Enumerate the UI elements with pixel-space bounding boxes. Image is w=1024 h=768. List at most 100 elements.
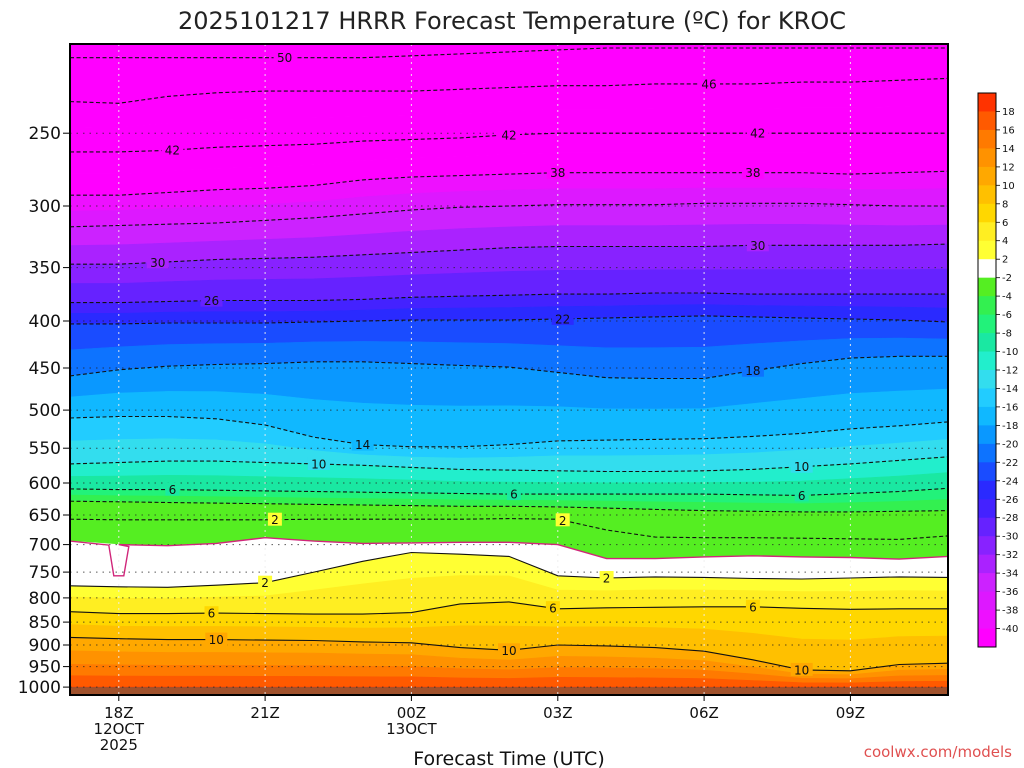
- isotherm-line: [70, 355, 948, 380]
- colorbar-swatch: [978, 148, 996, 168]
- isotherm-label: 6: [798, 489, 806, 503]
- isotherm-label-bg: [555, 513, 570, 527]
- colorbar-swatch: [978, 259, 996, 279]
- colorbar-tick-label: -22: [1002, 458, 1018, 469]
- colorbar-swatch: [978, 628, 996, 648]
- colorbar-tick-label: -8: [1002, 329, 1012, 340]
- y-tick-label: 450: [29, 359, 61, 379]
- isotherm-label-bg: [790, 459, 813, 473]
- colorbar-swatch: [978, 370, 996, 389]
- isotherm-label: 50: [277, 51, 292, 65]
- isotherm-label: 26: [204, 294, 219, 308]
- x-tick-label: 06Z: [689, 704, 718, 722]
- isotherm-label-bg: [741, 165, 764, 179]
- y-tick-label: 650: [29, 506, 61, 526]
- colorbar-legend: 18 16 14 12 10 8 6 4 2 -2 -4 -6 -8 -10 -12 -14 -16 -18 -20…: [977, 92, 1018, 648]
- isotherm-label: 2: [559, 514, 567, 528]
- colorbar-tick-label: 2: [1002, 255, 1008, 266]
- isotherm-line: [70, 170, 948, 196]
- colorbar-tick-label: -4: [1002, 292, 1012, 303]
- isotherm-label: 6: [749, 600, 757, 614]
- isotherm-label-bg: [267, 512, 282, 526]
- isotherm-label-bg: [546, 165, 569, 179]
- x-tick-label: 21Z: [250, 704, 279, 722]
- colorbar-swatch: [978, 499, 996, 519]
- colorbar-tick-label: -30: [1002, 532, 1018, 543]
- isotherm-label-bg: [273, 50, 296, 64]
- y-tick-label: 600: [29, 474, 61, 494]
- y-tick-label: 900: [29, 636, 61, 656]
- colorbar-swatch: [978, 314, 996, 334]
- colorbar-swatch: [978, 296, 996, 315]
- colorbar-tick-label: -34: [1002, 569, 1018, 580]
- isotherm-label: 2: [271, 513, 279, 527]
- x-tick-label: 09Z: [836, 704, 865, 722]
- colorbar-tick-label: -20: [1002, 439, 1018, 450]
- y-axis: 250 300 350 400 450 500 550 600 650 700 750 800 850 9…: [18, 124, 69, 698]
- y-tick-label: 500: [29, 401, 61, 421]
- isotherm-label: 6: [510, 488, 518, 502]
- isotherm-label: 46: [701, 77, 716, 91]
- colorbar-swatch: [978, 462, 996, 482]
- isotherm-label: 30: [150, 256, 165, 270]
- isotherm-label: 10: [794, 663, 809, 677]
- isotherm-label: 6: [169, 483, 177, 497]
- isotherm-label-bg: [746, 126, 769, 140]
- isotherm-label-bg: [790, 662, 813, 676]
- isotherm-label-bg: [506, 487, 521, 501]
- isotherm-label-bg: [746, 238, 769, 252]
- colorbar-swatch: [978, 166, 996, 186]
- isotherm-line: [70, 551, 948, 588]
- isotherm-line: [70, 500, 948, 513]
- isotherm-label: 22: [555, 312, 570, 326]
- colorbar-swatch: [978, 554, 996, 574]
- colorbar-tick-label: -36: [1002, 587, 1018, 598]
- isotherm-line: [70, 415, 948, 448]
- colorbar-tick-label: -40: [1002, 624, 1018, 635]
- y-tick-label: 250: [29, 124, 61, 144]
- isotherm-label-bg: [258, 575, 273, 589]
- isotherm-label-bg: [545, 601, 560, 615]
- x-tick-label: 18Z: [104, 704, 133, 722]
- y-tick-label: 1000: [18, 678, 61, 698]
- colorbar-swatch: [978, 517, 996, 537]
- isotherm-line: [70, 518, 948, 540]
- isotherm-label: 2: [603, 572, 611, 586]
- credit-text: coolwx.com/models: [864, 743, 1012, 761]
- colorbar-tick-label: -2: [1002, 273, 1012, 284]
- colorbar-tick-label: 10: [1002, 181, 1015, 192]
- isotherm-label-bg: [351, 437, 374, 451]
- colorbar-tick-label: -26: [1002, 495, 1018, 506]
- colorbar-swatch: [978, 129, 996, 149]
- colorbar-swatch: [978, 536, 996, 556]
- isotherm-line: [70, 315, 948, 325]
- colorbar-tick-label: 14: [1002, 144, 1015, 155]
- isotherm-label-bg: [551, 311, 574, 325]
- colorbar-swatch: [978, 93, 996, 112]
- x-axis-label: Forecast Time (UTC): [413, 748, 604, 768]
- colorbar-tick-label: 18: [1002, 107, 1015, 118]
- isotherm-line: [70, 243, 948, 265]
- colorbar-swatch: [978, 185, 996, 205]
- isotherm-label-bg: [498, 127, 520, 141]
- isotherm-line: [70, 202, 948, 228]
- colorbar-swatch: [978, 388, 996, 408]
- colorbar-tick-label: -28: [1002, 513, 1018, 524]
- isotherm-label-bg: [200, 293, 223, 307]
- colorbar-tick-label: -10: [1002, 347, 1018, 358]
- isotherm-label: 18: [745, 364, 760, 378]
- colorbar-swatch: [978, 351, 996, 371]
- isotherm-label-bg: [794, 488, 809, 502]
- isotherm-label-bg: [745, 599, 760, 613]
- y-tick-label: 800: [29, 589, 61, 609]
- colorbar-tick-label: -24: [1002, 476, 1018, 487]
- isotherm-label-bg: [599, 571, 614, 584]
- y-tick-label: 700: [29, 536, 61, 556]
- isotherm-line: [70, 456, 948, 473]
- isotherm-label: 42: [165, 144, 180, 158]
- y-tick-label: 350: [29, 259, 61, 279]
